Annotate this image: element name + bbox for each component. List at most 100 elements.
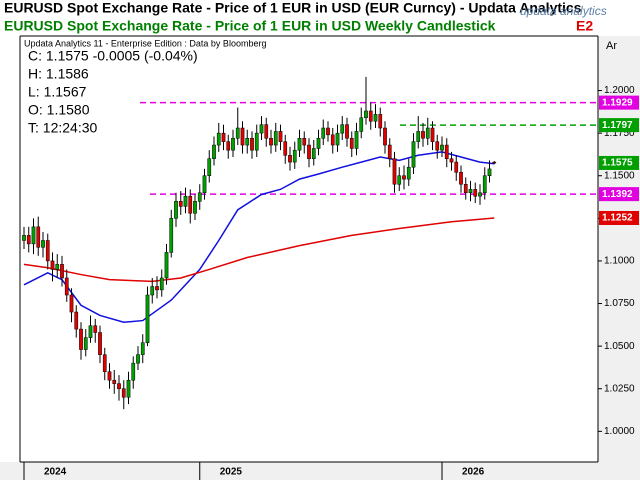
candle-body bbox=[231, 137, 235, 151]
candle-body bbox=[93, 325, 98, 333]
candle-body bbox=[102, 354, 107, 372]
candle-body bbox=[216, 132, 221, 146]
candle-body bbox=[449, 158, 454, 163]
candle-body bbox=[31, 226, 36, 245]
candle-body bbox=[288, 155, 292, 163]
candle-body bbox=[473, 189, 478, 197]
candle-body bbox=[174, 201, 178, 219]
candle-body bbox=[368, 110, 373, 122]
candle-body bbox=[98, 332, 102, 355]
candle-body bbox=[335, 132, 340, 146]
candle-body bbox=[112, 379, 117, 384]
y-tick-label: 1.0250 bbox=[604, 383, 635, 394]
price-label-box bbox=[599, 118, 639, 133]
candle-body bbox=[359, 117, 364, 132]
candle-body bbox=[193, 201, 197, 214]
readout-line: L: 1.1567 bbox=[28, 84, 87, 100]
readout-line: C: 1.1575 -0.0005 (-0.04%) bbox=[28, 48, 198, 64]
moving-average bbox=[23, 217, 495, 283]
candle-body bbox=[454, 161, 459, 173]
candle-body bbox=[126, 379, 131, 398]
candle-body bbox=[136, 354, 140, 364]
candle-body bbox=[392, 158, 397, 185]
candle-body bbox=[245, 137, 250, 146]
candle-body bbox=[55, 264, 60, 270]
candle-body bbox=[131, 362, 136, 381]
candle-body bbox=[307, 144, 311, 159]
candle-body bbox=[330, 134, 335, 146]
candle-body bbox=[430, 127, 435, 142]
readout-line: T: 12:24:30 bbox=[28, 120, 97, 136]
candle-body bbox=[411, 141, 416, 168]
candle-body bbox=[202, 175, 207, 194]
time-axis-panel bbox=[0, 462, 640, 480]
candle-body bbox=[212, 144, 216, 159]
candle-body bbox=[250, 137, 254, 151]
candle-body bbox=[117, 383, 121, 389]
candle-body bbox=[64, 277, 69, 296]
price-label: 1.1392 bbox=[602, 189, 633, 200]
candle-body bbox=[169, 218, 174, 253]
candle-body bbox=[60, 264, 64, 279]
y-tick-label: 1.0000 bbox=[604, 426, 635, 437]
candle-body bbox=[435, 141, 440, 151]
x-tick-label: 2026 bbox=[462, 467, 485, 478]
y-tick-label: 1.1000 bbox=[604, 256, 635, 267]
candle-body bbox=[178, 201, 183, 207]
price-label-box bbox=[599, 210, 639, 225]
candle-body bbox=[402, 175, 406, 180]
candle-body bbox=[254, 132, 259, 151]
candle-body bbox=[273, 131, 278, 146]
candle-body bbox=[302, 137, 307, 146]
candle-body bbox=[492, 161, 497, 164]
candle-body bbox=[88, 325, 93, 338]
candle-body bbox=[26, 235, 31, 245]
candle-body bbox=[364, 110, 368, 119]
candle-body bbox=[278, 131, 283, 142]
y-tick-label: 1.2000 bbox=[604, 85, 635, 96]
y-tick-label: 1.1500 bbox=[604, 170, 635, 181]
candle-body bbox=[316, 137, 321, 149]
x-tick-label: 2025 bbox=[220, 467, 243, 478]
window-title: EURUSD Spot Exchange Rate - Price of 1 E… bbox=[4, 0, 582, 16]
candle-body bbox=[50, 260, 55, 270]
logo: updata analytics bbox=[520, 4, 607, 18]
candle-body bbox=[425, 127, 430, 139]
candle-body bbox=[482, 175, 487, 194]
candle-body bbox=[183, 195, 188, 207]
price-label: 1.1252 bbox=[602, 213, 633, 224]
candle-body bbox=[83, 337, 88, 350]
candle-body bbox=[140, 342, 145, 355]
readout-line: H: 1.1586 bbox=[28, 66, 89, 82]
candle-body bbox=[421, 131, 425, 139]
candle-body bbox=[36, 226, 41, 248]
candle-body bbox=[79, 328, 83, 350]
y-tick-label: 1.0500 bbox=[604, 341, 635, 352]
candle-body bbox=[22, 235, 26, 241]
candle-body bbox=[478, 192, 482, 197]
candle-body bbox=[397, 175, 402, 185]
candle-body bbox=[406, 166, 411, 180]
chart-title: EURUSD Spot Exchange Rate - Price of 1 E… bbox=[4, 18, 496, 34]
y-axis-label: Ar bbox=[606, 40, 617, 52]
candle-body bbox=[69, 294, 74, 313]
candle-body bbox=[207, 158, 212, 176]
candle-body bbox=[444, 144, 449, 159]
candle-body bbox=[311, 148, 316, 159]
candle-body bbox=[283, 141, 288, 156]
moving-average bbox=[23, 151, 495, 324]
price-label: 1.1575 bbox=[602, 158, 633, 169]
candle-body bbox=[340, 124, 345, 134]
candle-body bbox=[74, 311, 79, 330]
candle-body bbox=[145, 294, 150, 343]
price-label-box bbox=[599, 95, 639, 110]
x-tick-label: 2024 bbox=[44, 467, 67, 478]
candle-body bbox=[326, 127, 330, 136]
candle-body bbox=[240, 127, 245, 146]
candle-body bbox=[221, 132, 226, 142]
candle-body bbox=[45, 240, 50, 262]
candle-body bbox=[292, 149, 297, 163]
candle-body bbox=[378, 114, 383, 129]
